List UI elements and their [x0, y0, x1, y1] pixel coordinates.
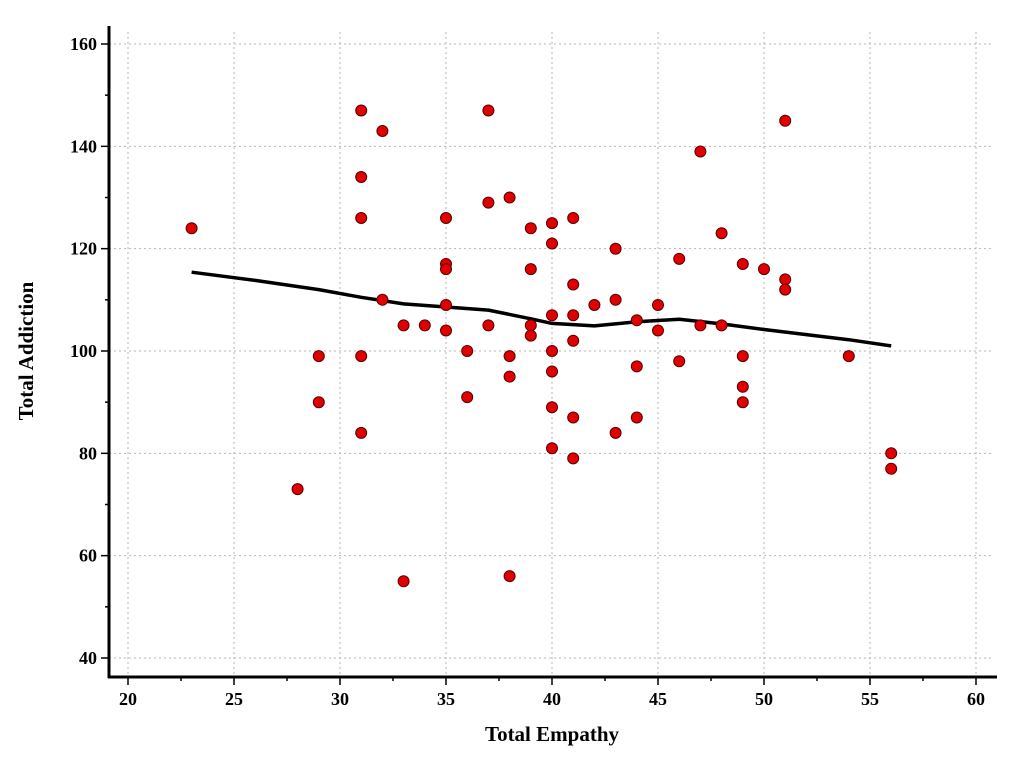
data-point	[291, 483, 304, 496]
data-point	[503, 370, 516, 383]
data-point	[694, 319, 707, 332]
data-points	[185, 104, 898, 588]
data-point	[885, 447, 898, 460]
data-point	[440, 263, 452, 276]
x-tick-label: 35	[437, 689, 455, 709]
trend-line	[191, 270, 892, 348]
data-point	[546, 401, 558, 414]
data-point	[736, 258, 749, 270]
data-point	[885, 462, 898, 475]
data-point	[503, 191, 516, 204]
data-point	[652, 324, 664, 337]
data-point	[567, 334, 580, 347]
data-point	[609, 293, 622, 306]
data-point	[376, 293, 389, 306]
data-point	[567, 278, 580, 291]
data-point	[736, 380, 749, 393]
data-point	[503, 570, 516, 583]
data-point	[397, 575, 410, 588]
data-point	[842, 350, 855, 363]
data-point	[673, 355, 686, 368]
data-point	[524, 222, 537, 235]
data-point	[185, 222, 198, 235]
data-point	[376, 125, 389, 137]
data-point	[546, 345, 558, 357]
data-point	[758, 263, 770, 276]
data-point	[609, 242, 622, 255]
data-point	[546, 309, 558, 322]
data-point	[546, 237, 558, 250]
data-point	[673, 252, 686, 265]
data-point	[652, 299, 664, 311]
data-point	[440, 324, 452, 337]
data-point	[355, 212, 368, 224]
data-point	[312, 396, 325, 409]
data-point	[355, 104, 368, 117]
data-point	[503, 350, 516, 363]
data-point	[355, 171, 368, 183]
data-point	[418, 319, 431, 332]
y-tick-label: 140	[70, 136, 97, 156]
trend-line-layer	[191, 270, 892, 348]
data-point	[736, 350, 749, 363]
data-point	[736, 396, 749, 409]
tick-marks	[101, 43, 977, 685]
x-tick-label: 55	[861, 689, 879, 709]
data-point	[524, 319, 537, 332]
x-tick-label: 50	[755, 689, 773, 709]
x-tick-label: 25	[225, 689, 243, 709]
y-tick-label: 100	[70, 341, 97, 361]
data-point	[440, 299, 452, 311]
data-point	[567, 452, 580, 465]
tick-labels: 20 25 30 35 40 45 50 55 60 40 60 80 100 120 140 160	[70, 34, 985, 709]
data-point	[694, 145, 707, 158]
x-tick-label: 60	[967, 689, 985, 709]
data-point	[524, 263, 537, 276]
data-point	[524, 329, 537, 342]
y-tick-label: 160	[70, 34, 97, 54]
x-tick-label: 45	[649, 689, 667, 709]
data-point	[609, 426, 622, 439]
data-point	[588, 299, 601, 311]
x-tick-label: 20	[119, 689, 137, 709]
data-point	[630, 314, 643, 327]
data-point	[440, 212, 452, 224]
data-point	[779, 283, 792, 296]
data-point	[312, 350, 325, 363]
data-point	[482, 319, 495, 332]
data-point	[546, 442, 558, 455]
x-tick-label: 40	[543, 689, 561, 709]
data-point	[546, 217, 558, 230]
data-point	[461, 391, 474, 404]
x-tick-label: 30	[331, 689, 349, 709]
data-point	[779, 273, 792, 286]
data-point	[715, 227, 728, 240]
y-tick-label: 60	[79, 546, 97, 566]
data-point	[355, 426, 368, 439]
data-point	[482, 104, 495, 117]
y-axis-title: Total Addiction	[14, 281, 38, 420]
x-axis-title: Total Empathy	[485, 722, 620, 746]
data-point	[461, 345, 474, 357]
data-point	[397, 319, 410, 332]
data-point	[482, 196, 495, 209]
data-point	[355, 350, 368, 363]
y-tick-label: 120	[70, 239, 97, 259]
data-point	[567, 212, 580, 224]
data-point	[630, 360, 643, 373]
data-point	[715, 319, 728, 332]
data-point	[567, 411, 580, 424]
y-tick-label: 40	[79, 648, 97, 668]
data-point	[630, 411, 643, 424]
data-point	[546, 365, 558, 378]
data-point	[567, 309, 580, 322]
data-point	[779, 114, 792, 127]
y-tick-label: 80	[79, 443, 97, 463]
